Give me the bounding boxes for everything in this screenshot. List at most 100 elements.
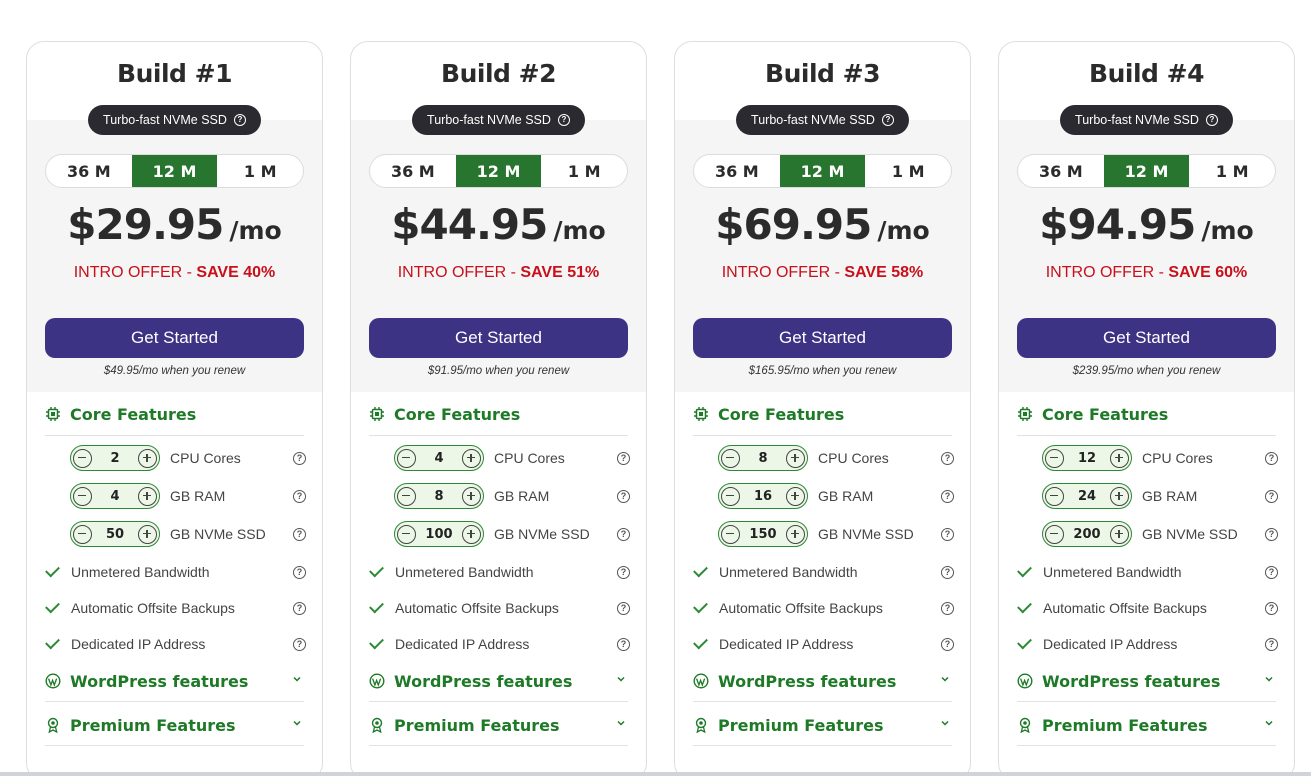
ssd-increment-button[interactable]	[138, 524, 157, 544]
term-option-36m[interactable]: 36 M	[66, 161, 111, 181]
term-option-12m[interactable]: 12 M	[455, 155, 542, 187]
feature-label: Dedicated IP Address	[1043, 636, 1178, 652]
ssd-increment-button[interactable]	[461, 524, 481, 544]
help-icon[interactable]: ?	[941, 601, 954, 615]
cpu-decrement-button[interactable]	[73, 448, 92, 468]
get-started-button[interactable]: Get Started	[45, 318, 304, 358]
core-features-heading: Core Features	[693, 402, 952, 426]
ssd-badge-label: Turbo-fast NVMe SSD	[1075, 113, 1199, 127]
term-option-12m[interactable]: 12 M	[779, 155, 866, 187]
help-icon[interactable]: ?	[1265, 451, 1278, 465]
get-started-button[interactable]: Get Started	[693, 318, 952, 358]
help-icon[interactable]: ?	[941, 637, 954, 651]
premium-features-toggle[interactable]: Premium Features	[369, 713, 628, 737]
ram-decrement-button[interactable]	[1045, 486, 1064, 506]
help-icon[interactable]: ?	[293, 489, 306, 503]
wordpress-features-toggle[interactable]: WordPress features	[1017, 669, 1276, 693]
wordpress-features-toggle[interactable]: WordPress features	[45, 669, 304, 693]
help-icon[interactable]: ?	[1205, 114, 1218, 126]
core-features-heading: Core Features	[1017, 402, 1276, 426]
help-icon[interactable]: ?	[293, 565, 306, 579]
help-icon[interactable]: ?	[617, 451, 630, 465]
ram-stepper: 16	[718, 483, 808, 509]
help-icon[interactable]: ?	[617, 489, 630, 503]
help-icon[interactable]: ?	[617, 565, 630, 579]
premium-features-toggle[interactable]: Premium Features	[693, 713, 952, 737]
help-icon[interactable]: ?	[617, 637, 630, 651]
ram-increment-button[interactable]	[786, 486, 805, 506]
cpu-cores-stepper: 8	[718, 445, 808, 471]
help-icon[interactable]: ?	[557, 114, 570, 126]
help-icon[interactable]: ?	[617, 527, 630, 541]
chip-icon	[694, 407, 708, 421]
help-icon[interactable]: ?	[1265, 601, 1278, 615]
ssd-decrement-button[interactable]	[73, 524, 92, 544]
ram-row: 8 GB RAM ?	[394, 483, 630, 509]
wordpress-icon	[693, 673, 709, 689]
term-option-36m[interactable]: 36 M	[390, 161, 435, 181]
ssd-decrement-button[interactable]	[397, 524, 416, 544]
ssd-decrement-button[interactable]	[1045, 524, 1064, 544]
term-option-1m[interactable]: 1 M	[891, 161, 925, 181]
ssd-increment-button[interactable]	[785, 524, 805, 544]
help-icon[interactable]: ?	[941, 489, 954, 503]
cpu-increment-button[interactable]	[1110, 448, 1129, 468]
term-option-36m[interactable]: 36 M	[1038, 161, 1083, 181]
help-icon[interactable]: ?	[941, 451, 954, 465]
term-option-1m[interactable]: 1 M	[243, 161, 277, 181]
divider	[369, 745, 628, 746]
ssd-badge[interactable]: Turbo-fast NVMe SSD ?	[88, 105, 261, 135]
cpu-decrement-button[interactable]	[721, 448, 740, 468]
wordpress-features-toggle[interactable]: WordPress features	[693, 669, 952, 693]
price-display: $69.95/mo	[675, 200, 970, 249]
ram-decrement-button[interactable]	[397, 486, 416, 506]
bottom-scroll-edge	[0, 772, 1311, 776]
chip-icon	[370, 407, 384, 421]
cpu-increment-button[interactable]	[785, 448, 805, 468]
term-toggle: 36 M 12 M 1 M	[45, 154, 304, 188]
ssd-decrement-button[interactable]	[721, 524, 740, 544]
help-icon[interactable]: ?	[941, 527, 954, 541]
help-icon[interactable]: ?	[293, 527, 306, 541]
ram-increment-button[interactable]	[1110, 486, 1129, 506]
term-option-12m[interactable]: 12 M	[131, 155, 218, 187]
help-icon[interactable]: ?	[1265, 489, 1278, 503]
feature-backups: Automatic Offsite Backups ?	[693, 598, 954, 618]
cpu-increment-button[interactable]	[137, 448, 157, 468]
help-icon[interactable]: ?	[293, 601, 306, 615]
intro-offer: INTRO OFFER - SAVE 60%	[999, 264, 1294, 282]
ssd-badge[interactable]: Turbo-fast NVMe SSD ?	[412, 105, 585, 135]
ram-increment-button[interactable]	[137, 486, 157, 506]
ssd-badge[interactable]: Turbo-fast NVMe SSD ?	[1060, 105, 1233, 135]
help-icon[interactable]: ?	[1265, 637, 1278, 651]
premium-features-toggle[interactable]: Premium Features	[45, 713, 304, 737]
cpu-decrement-button[interactable]	[1045, 448, 1064, 468]
premium-features-toggle[interactable]: Premium Features	[1017, 713, 1276, 737]
ssd-badge[interactable]: Turbo-fast NVMe SSD ?	[736, 105, 909, 135]
ram-decrement-button[interactable]	[721, 486, 740, 506]
help-icon[interactable]: ?	[293, 451, 306, 465]
cpu-cores-row: 8 CPU Cores ?	[718, 445, 954, 471]
help-icon[interactable]: ?	[617, 601, 630, 615]
help-icon[interactable]: ?	[293, 637, 306, 651]
offer-prefix: INTRO OFFER -	[1045, 264, 1169, 281]
help-icon[interactable]: ?	[1265, 527, 1278, 541]
help-icon[interactable]: ?	[941, 565, 954, 579]
help-icon[interactable]: ?	[1265, 565, 1278, 579]
cpu-decrement-button[interactable]	[397, 448, 416, 468]
wordpress-features-toggle[interactable]: WordPress features	[369, 669, 628, 693]
ssd-increment-button[interactable]	[1109, 524, 1129, 544]
core-features-label: Core Features	[718, 404, 845, 424]
get-started-button[interactable]: Get Started	[369, 318, 628, 358]
ram-decrement-button[interactable]	[73, 486, 92, 506]
intro-offer: INTRO OFFER - SAVE 58%	[675, 264, 970, 282]
term-option-1m[interactable]: 1 M	[1215, 161, 1249, 181]
help-icon[interactable]: ?	[233, 114, 246, 126]
term-option-36m[interactable]: 36 M	[714, 161, 759, 181]
help-icon[interactable]: ?	[881, 114, 894, 126]
term-option-12m[interactable]: 12 M	[1103, 155, 1190, 187]
get-started-button[interactable]: Get Started	[1017, 318, 1276, 358]
cpu-increment-button[interactable]	[461, 448, 481, 468]
term-option-1m[interactable]: 1 M	[567, 161, 601, 181]
ram-increment-button[interactable]	[461, 486, 481, 506]
